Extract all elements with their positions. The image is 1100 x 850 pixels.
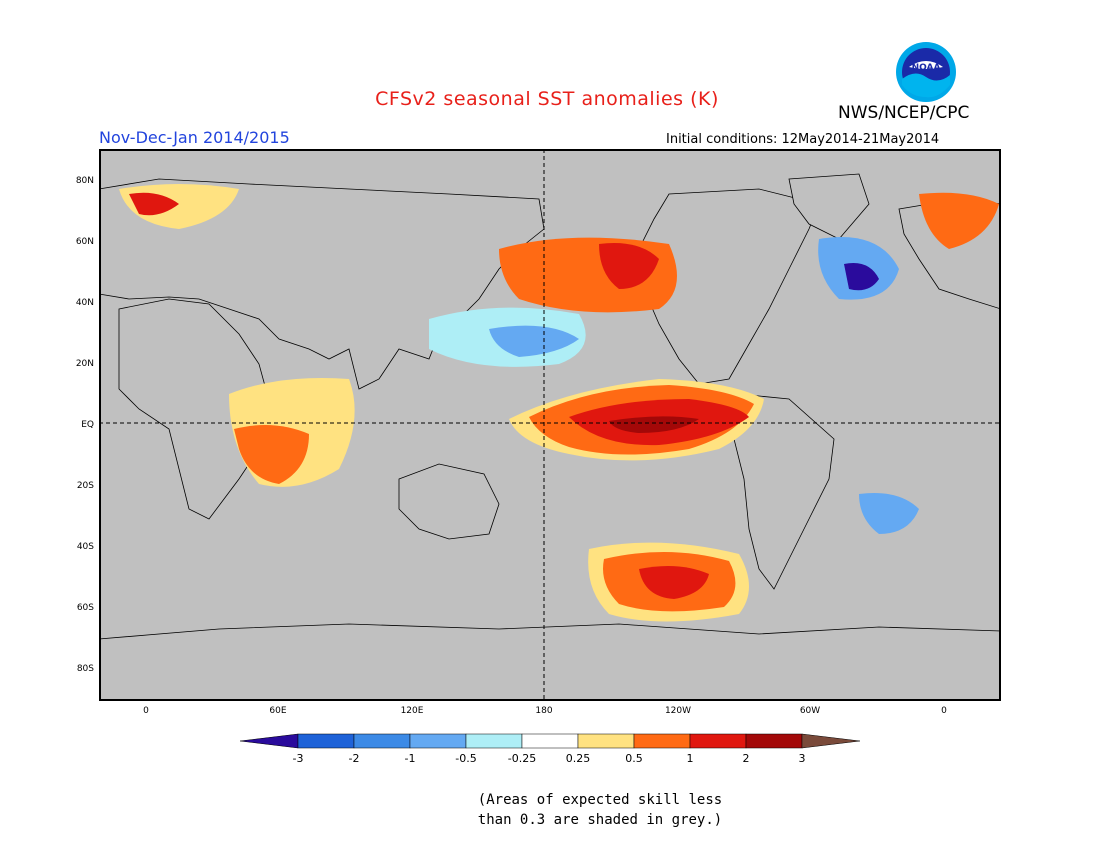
lon-label-120w: 120W [664, 706, 692, 716]
lat-label-60s: 60S [76, 603, 94, 613]
lat-label-40n: 40N [75, 298, 94, 308]
lat-label-80n: 80N [75, 176, 94, 186]
lat-label-20s: 20S [76, 481, 94, 491]
lon-label-0: 0 [143, 706, 149, 716]
colorbar-arrow-high [801, 733, 861, 749]
colorbar-bin-7 [633, 733, 691, 749]
lon-label-60w: 60W [799, 706, 821, 716]
lat-label-20n: 20N [75, 359, 94, 369]
colorbar-bin-2 [353, 733, 411, 749]
agency-label: NWS/NCEP/CPC [838, 103, 970, 123]
land-masses [99, 173, 1001, 701]
colorbar-bin-5 [521, 733, 579, 749]
colorbar-label: -2 [348, 752, 360, 765]
lon-label-180: 180 [535, 706, 553, 716]
lon-label-60e: 60E [269, 706, 287, 716]
forecast-period: Nov-Dec-Jan 2014/2015 [99, 128, 290, 147]
lat-label-80s: 80S [76, 664, 94, 674]
lat-label-40s: 40S [76, 542, 94, 552]
sst-anomaly-map [99, 149, 1001, 701]
lon-label-120e: 120E [400, 706, 424, 716]
warm-anomalies [119, 184, 999, 622]
colorbar-label: 1 [686, 752, 694, 765]
colorbar-label: -3 [292, 752, 304, 765]
colorbar-bin-6 [577, 733, 635, 749]
colorbar-label: 0.25 [565, 752, 591, 765]
colorbar-arrow-low [240, 733, 299, 749]
colorbar-bin-1 [297, 733, 355, 749]
noaa-logo: NOAA [896, 42, 956, 102]
lon-label-0-east: 0 [941, 706, 947, 716]
colorbar-bin-8 [689, 733, 747, 749]
colorbar-label: -0.25 [507, 752, 537, 765]
initial-conditions-label: Initial conditions: 12May2014-21May2014 [666, 132, 940, 147]
footnote-line-1: (Areas of expected skill less [477, 792, 723, 808]
colorbar [240, 733, 861, 749]
lat-label-60n: 60N [75, 237, 94, 247]
colorbar-label: 2 [742, 752, 750, 765]
colorbar-label: 0.5 [625, 752, 643, 765]
colorbar-label: -0.5 [455, 752, 477, 765]
map-frame [99, 149, 1001, 701]
colorbar-bin-4 [465, 733, 523, 749]
colorbar-bin-9 [745, 733, 803, 749]
colorbar-label: -1 [404, 752, 416, 765]
colorbar-bin-3 [409, 733, 467, 749]
map-title: CFSv2 seasonal SST anomalies (K) [375, 88, 719, 110]
footnote-line-2: than 0.3 are shaded in grey.) [477, 812, 723, 828]
lat-label-eq: EQ [81, 420, 94, 430]
colorbar-label: 3 [798, 752, 806, 765]
svg-text:NOAA: NOAA [912, 63, 941, 73]
